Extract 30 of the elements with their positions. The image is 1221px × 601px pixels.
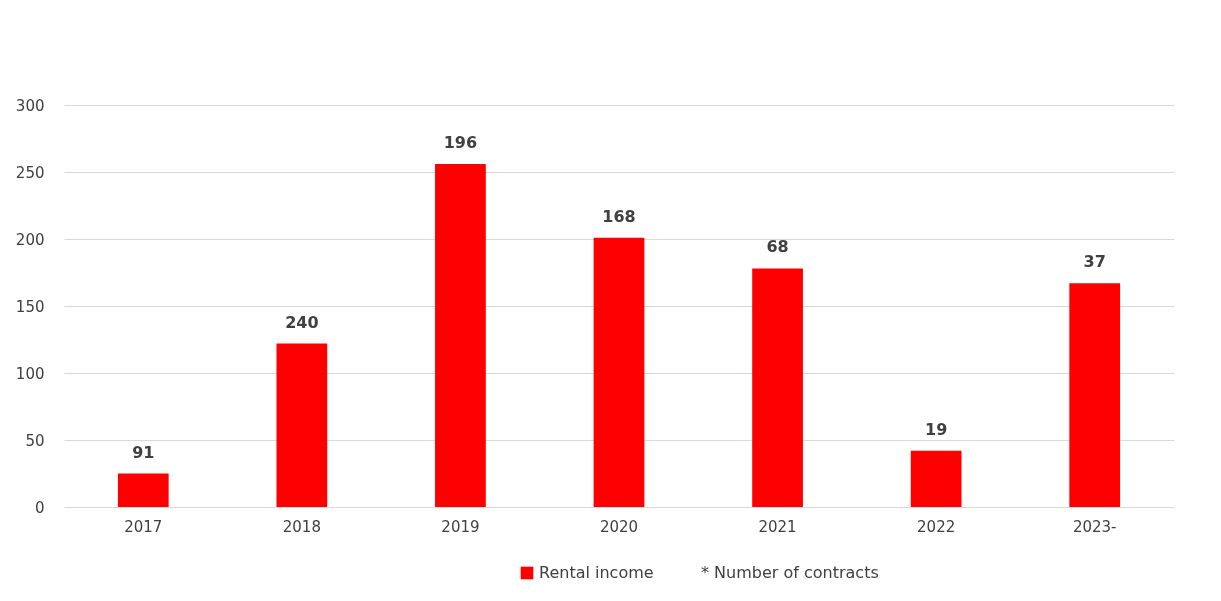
y-tick-label: 100 xyxy=(15,364,45,383)
x-tick-label: 2021 xyxy=(758,517,797,536)
annotation: 68 xyxy=(766,237,789,257)
x-tick-label: 2022 xyxy=(917,517,956,536)
y-tick-label: 0 xyxy=(34,498,45,517)
annotation: 19 xyxy=(925,419,948,439)
bar xyxy=(910,450,962,507)
legend-label: Rental income xyxy=(539,563,654,582)
annotation: 37 xyxy=(1083,252,1106,272)
y-tick-label: 50 xyxy=(25,431,45,450)
x-tick-label: 2018 xyxy=(282,517,321,536)
bar xyxy=(1069,283,1121,507)
x-tick-label: 2019 xyxy=(441,517,480,536)
x-tick-label: 2017 xyxy=(124,517,163,536)
bar xyxy=(276,343,328,507)
annotation: 240 xyxy=(285,312,319,332)
x-tick-label: 2020 xyxy=(599,517,639,536)
bar xyxy=(435,163,486,507)
x-tick-label: 2023- xyxy=(1072,517,1117,536)
annotation: 168 xyxy=(602,206,636,226)
y-tick-label: 250 xyxy=(15,163,45,182)
text: * Number of contracts xyxy=(701,563,879,582)
annotation: 91 xyxy=(132,442,155,462)
y-tick-label: 200 xyxy=(15,230,45,249)
y-tick-label: 300 xyxy=(15,96,45,115)
y-tick-label: 150 xyxy=(15,297,45,316)
bar xyxy=(593,237,645,507)
bar xyxy=(117,473,169,507)
annotation: 196 xyxy=(443,132,478,152)
bar xyxy=(752,268,803,507)
